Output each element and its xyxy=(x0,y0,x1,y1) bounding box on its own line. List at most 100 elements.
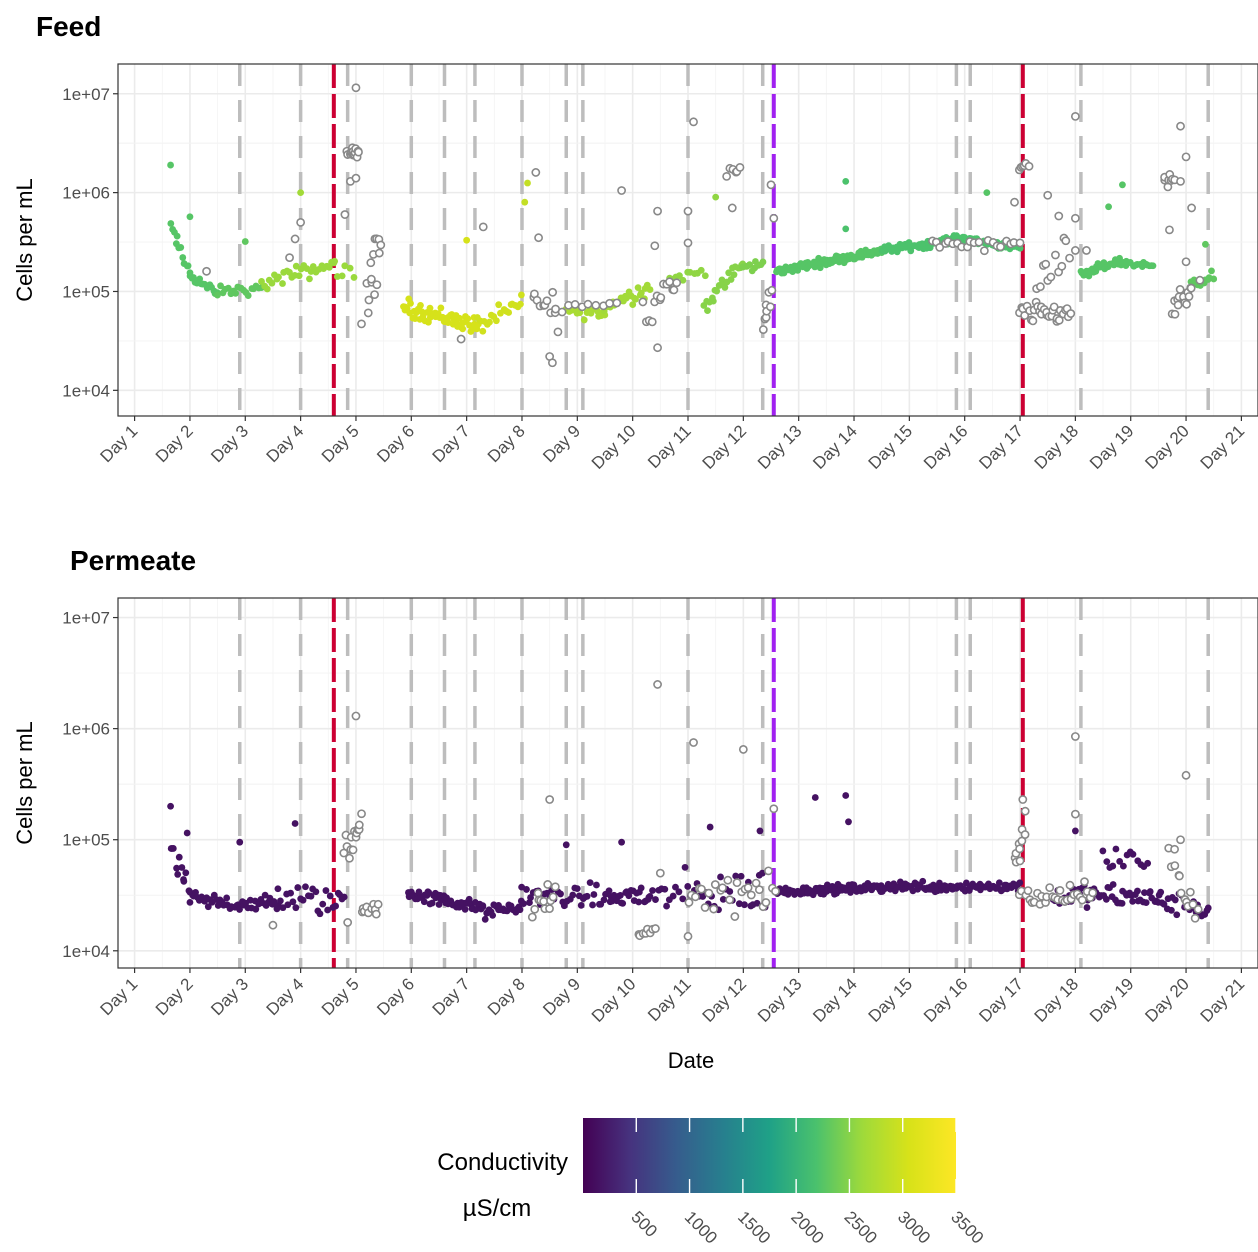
data-point xyxy=(175,853,183,861)
x-tick-label: Day 14 xyxy=(809,974,861,1026)
data-point-excluded xyxy=(345,853,354,863)
data-point xyxy=(326,892,334,900)
legend-title-line1: Conductivity xyxy=(437,1149,568,1176)
data-point xyxy=(735,900,743,908)
data-point-excluded xyxy=(751,878,761,888)
data-point xyxy=(725,269,733,277)
data-point xyxy=(324,906,332,914)
x-tick-label: Day 18 xyxy=(1031,974,1083,1026)
data-point-excluded xyxy=(591,300,601,310)
data-point-excluded xyxy=(669,285,679,295)
data-point-excluded xyxy=(738,745,748,754)
data-point-excluded xyxy=(727,203,737,213)
data-point xyxy=(268,279,276,287)
data-point xyxy=(177,244,185,251)
data-point-excluded xyxy=(548,892,558,902)
data-point-excluded xyxy=(683,931,693,941)
data-point-excluded xyxy=(732,878,742,888)
data-point-excluded xyxy=(456,334,466,344)
data-point-excluded xyxy=(735,163,745,172)
data-point-excluded xyxy=(653,680,662,689)
data-point xyxy=(284,901,292,909)
data-point-excluded xyxy=(1170,844,1179,854)
data-point xyxy=(676,272,683,280)
data-point xyxy=(1208,267,1215,275)
data-point-excluded xyxy=(656,293,666,302)
data-point xyxy=(562,841,570,849)
data-point-excluded xyxy=(1036,282,1045,292)
data-point xyxy=(1119,862,1127,870)
data-point-excluded xyxy=(1045,883,1055,893)
data-point xyxy=(637,289,645,297)
data-point-excluded xyxy=(542,296,552,306)
data-point xyxy=(173,232,181,240)
data-point xyxy=(1171,896,1179,904)
data-point xyxy=(1102,895,1110,903)
data-point xyxy=(297,189,305,197)
data-point-excluded xyxy=(764,866,773,876)
data-point xyxy=(593,881,600,889)
data-point xyxy=(1142,899,1150,907)
feed-panel: Feed Cells per mL 1e+04 1e+05 1e+06 1e+07 D… xyxy=(12,11,1258,473)
data-point-excluded xyxy=(1020,311,1030,320)
data-point xyxy=(717,873,724,881)
data-point xyxy=(517,300,524,308)
data-point-excluded xyxy=(1176,835,1185,845)
data-point xyxy=(236,838,244,846)
data-point-excluded xyxy=(665,277,674,287)
data-point xyxy=(520,900,527,908)
data-point xyxy=(319,900,327,908)
data-point xyxy=(741,901,748,909)
data-point xyxy=(684,883,692,890)
data-point-excluded xyxy=(617,186,626,195)
data-point-excluded xyxy=(1181,770,1191,780)
data-point xyxy=(962,879,970,887)
data-point-excluded xyxy=(683,206,693,216)
data-point-excluded xyxy=(1020,806,1030,816)
data-point-excluded xyxy=(354,820,364,830)
x-tick-label: Day 14 xyxy=(809,421,861,473)
data-point-excluded xyxy=(723,875,733,885)
data-point xyxy=(291,820,299,827)
data-point xyxy=(306,275,313,283)
x-tick-label: Day 10 xyxy=(588,974,640,1026)
data-point xyxy=(1160,900,1168,908)
data-point-excluded xyxy=(371,909,381,919)
data-point xyxy=(758,869,766,877)
data-point xyxy=(167,220,175,227)
data-point-excluded xyxy=(730,912,740,921)
data-point-excluded xyxy=(1186,283,1196,293)
data-point-excluded xyxy=(718,883,727,893)
data-point-excluded xyxy=(653,343,662,353)
data-point xyxy=(635,898,643,906)
data-point xyxy=(523,886,530,893)
x-tick-label: Day 9 xyxy=(539,421,584,466)
data-point-excluded xyxy=(1170,309,1180,319)
data-point-excluded xyxy=(366,258,376,268)
data-point-excluded xyxy=(1051,250,1060,260)
data-point-excluded xyxy=(651,924,660,933)
data-point xyxy=(287,889,295,897)
x-tick-label: Day 16 xyxy=(920,974,972,1026)
x-tick-label: Day 21 xyxy=(1197,421,1249,473)
data-point xyxy=(672,883,679,891)
data-point xyxy=(479,327,487,335)
y-tick-label: 1e+04 xyxy=(62,942,110,961)
x-tick-label: Day 20 xyxy=(1141,974,1193,1026)
data-point xyxy=(1149,262,1157,270)
data-point-excluded xyxy=(543,880,553,889)
x-tick-label: Day 2 xyxy=(152,974,197,1019)
data-point xyxy=(307,892,315,900)
data-point-excluded xyxy=(1041,259,1051,269)
data-point xyxy=(174,871,182,878)
data-point xyxy=(634,284,642,292)
data-point xyxy=(605,887,613,895)
data-point xyxy=(232,289,240,297)
data-point-excluded xyxy=(548,287,558,297)
data-point-excluded xyxy=(638,297,648,307)
data-point-excluded xyxy=(1080,877,1089,887)
data-point-excluded xyxy=(722,172,732,181)
x-tick-label: Day 1 xyxy=(97,421,142,466)
data-point xyxy=(1112,845,1120,853)
data-point-excluded xyxy=(1182,299,1191,309)
